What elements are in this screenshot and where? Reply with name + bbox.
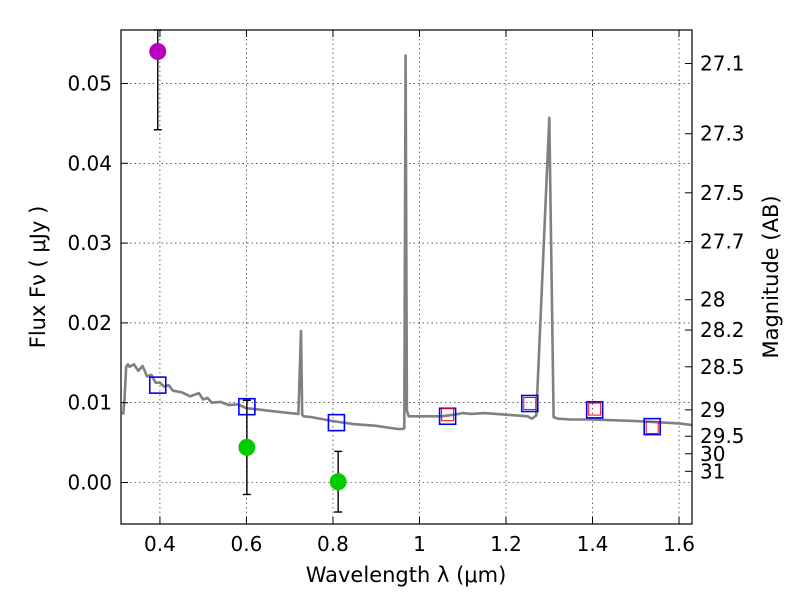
synthetic-photometry-marker (588, 402, 602, 416)
model-photometry-marker (643, 417, 662, 436)
model-photometry-marker (327, 413, 346, 432)
mag-tick-label: 29.5 (700, 424, 745, 448)
x-tick-label: 0.4 (144, 532, 176, 556)
x-tick-label: 1.2 (490, 532, 522, 556)
x-axis-label: Wavelength λ (μm) (306, 563, 507, 587)
mag-tick-label: 29 (700, 398, 725, 422)
synthetic-photometry-marker (441, 408, 455, 422)
y-axis-right-label: Magnitude (AB) (759, 195, 783, 358)
y-tick-label: 0.01 (67, 391, 112, 415)
model-photometry-marker (585, 401, 604, 419)
observed-point (149, 43, 167, 61)
series-layer (121, 29, 693, 513)
y-tick-label: 0.03 (67, 231, 112, 255)
mag-tick-label: 28.5 (700, 355, 745, 379)
synthetic-photometry-marker (645, 420, 659, 434)
x-tick-label: 1 (413, 532, 426, 556)
mag-tick-label: 28.2 (700, 318, 745, 342)
model-photometry-marker (148, 376, 167, 394)
mag-tick-label: 27.7 (700, 229, 745, 253)
observed-point (238, 438, 256, 456)
mag-tick-label: 27.1 (700, 52, 745, 76)
x-tick-label: 0.8 (317, 532, 349, 556)
x-tick-label: 0.6 (231, 532, 263, 556)
model-spectrum-line (121, 54, 693, 431)
x-tick-label: 1.6 (663, 532, 695, 556)
observed-point (329, 473, 347, 491)
plot-frame (120, 29, 693, 525)
y-axis-label: Flux Fν ( μJy ) (26, 206, 50, 349)
mag-tick-label: 28 (700, 288, 725, 312)
y-tick-label: 0.05 (67, 71, 112, 95)
synthetic-photometry-marker (523, 396, 537, 410)
ticks-layer: 0.4 0.6 0.8 1 1.2 1.4 1.6 0.00 0.01 0.02 0.03 0.04 0… (67, 30, 745, 556)
y-tick-label: 0.00 (67, 471, 112, 495)
model-photometry-marker (520, 394, 539, 413)
y-tick-label: 0.02 (67, 311, 112, 335)
mag-tick-label: 27.3 (700, 122, 745, 146)
x-tick-label: 1.4 (577, 532, 609, 556)
mag-tick-label: 27.5 (700, 181, 745, 205)
mag-tick-label: 31 (700, 459, 725, 483)
mag-tick-label: 30 (700, 442, 725, 466)
y-tick-label: 0.04 (67, 151, 112, 175)
